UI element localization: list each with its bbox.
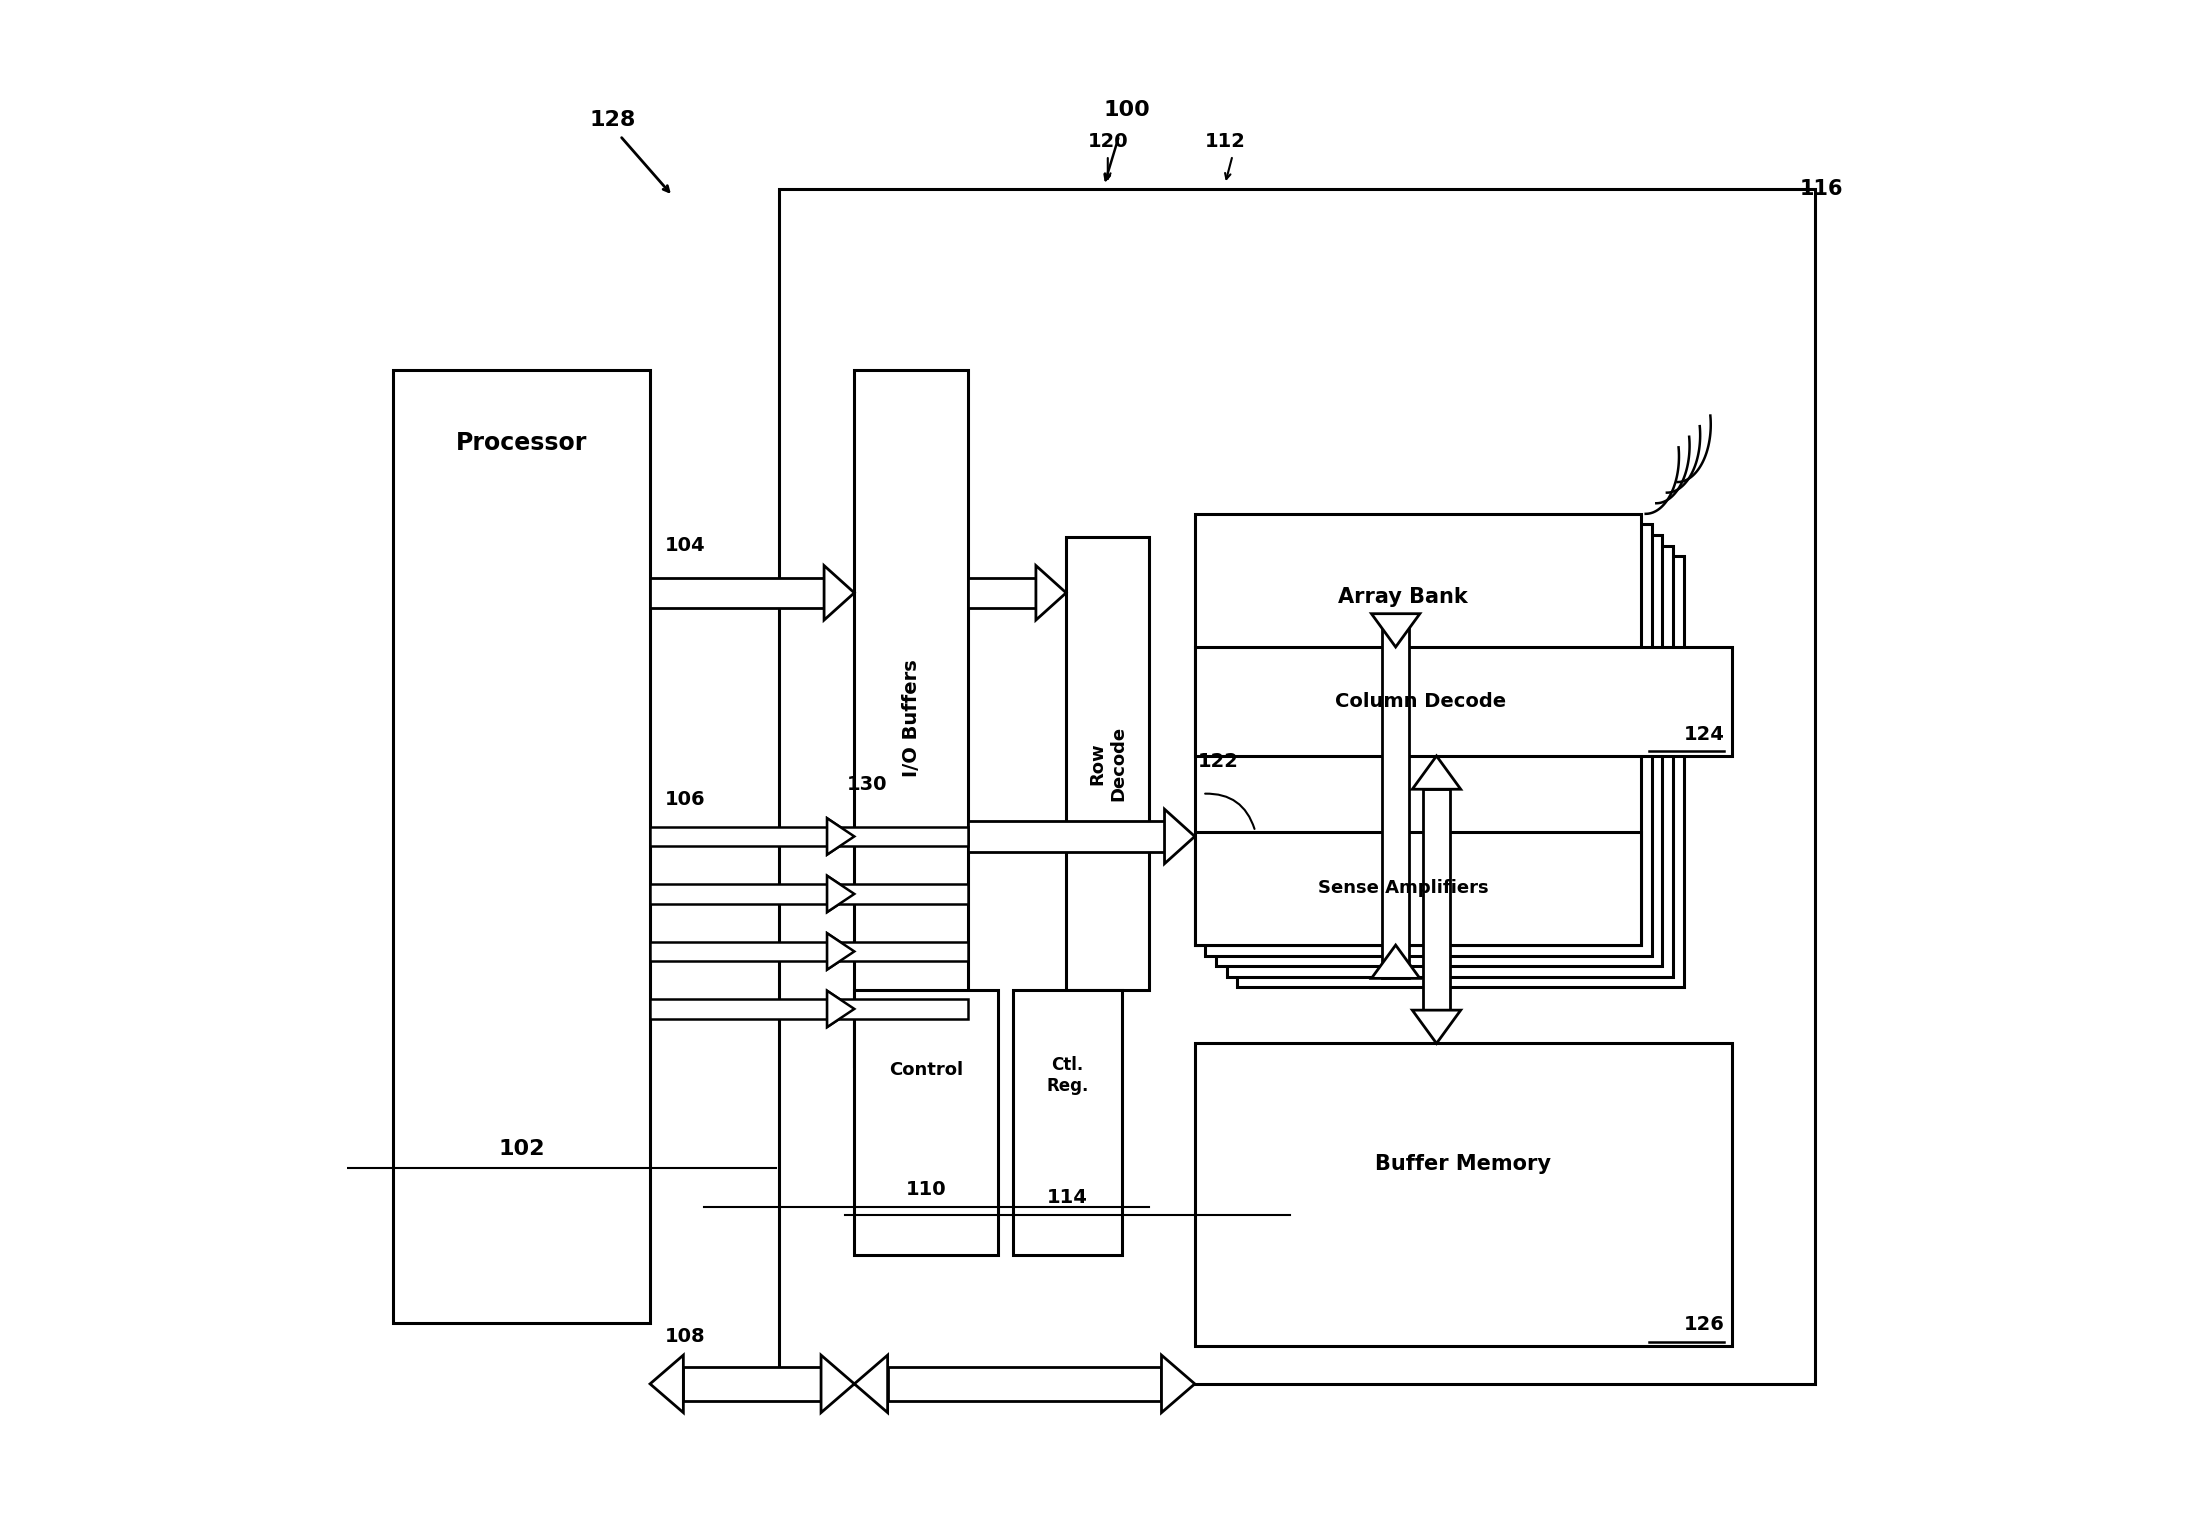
Text: 122: 122 xyxy=(1197,753,1239,771)
Polygon shape xyxy=(828,933,854,970)
Polygon shape xyxy=(828,991,854,1028)
Polygon shape xyxy=(1413,756,1462,789)
Text: Sense Amplifiers: Sense Amplifiers xyxy=(1318,880,1488,898)
Polygon shape xyxy=(1371,945,1420,979)
Text: Control: Control xyxy=(890,1061,963,1080)
Bar xyxy=(393,370,649,1324)
Bar xyxy=(1195,515,1641,945)
Bar xyxy=(649,826,828,846)
Polygon shape xyxy=(1036,565,1066,620)
Bar xyxy=(828,999,967,1019)
Bar xyxy=(649,999,828,1019)
Polygon shape xyxy=(828,933,854,970)
Text: 102: 102 xyxy=(499,1139,545,1159)
Polygon shape xyxy=(854,1354,888,1412)
Bar xyxy=(1236,556,1682,988)
Polygon shape xyxy=(828,876,854,912)
Polygon shape xyxy=(649,1354,682,1412)
Text: Column Decode: Column Decode xyxy=(1336,692,1506,712)
Polygon shape xyxy=(821,1354,854,1412)
Text: Array Bank: Array Bank xyxy=(1338,586,1468,608)
Bar xyxy=(1195,647,1731,756)
Text: 106: 106 xyxy=(665,789,707,809)
Bar xyxy=(779,188,1815,1383)
Text: 114: 114 xyxy=(1047,1188,1089,1206)
Text: 104: 104 xyxy=(665,536,707,554)
Polygon shape xyxy=(828,991,854,1028)
Text: 120: 120 xyxy=(1089,131,1128,151)
Polygon shape xyxy=(828,876,854,912)
Bar xyxy=(649,577,824,608)
Bar xyxy=(1195,1043,1731,1345)
Polygon shape xyxy=(824,565,854,620)
Text: 130: 130 xyxy=(848,776,888,794)
Text: Processor: Processor xyxy=(455,431,587,455)
Polygon shape xyxy=(1161,1354,1195,1412)
Text: 128: 128 xyxy=(590,110,636,130)
Bar xyxy=(1228,545,1674,977)
Text: 126: 126 xyxy=(1682,1315,1724,1335)
Bar xyxy=(828,942,967,962)
Text: 116: 116 xyxy=(1800,179,1844,199)
Polygon shape xyxy=(1413,1011,1462,1043)
Text: 112: 112 xyxy=(1206,131,1245,151)
Text: 100: 100 xyxy=(1104,101,1150,121)
Bar xyxy=(1217,534,1663,967)
Bar xyxy=(854,991,998,1255)
Polygon shape xyxy=(1164,809,1195,864)
Bar xyxy=(828,826,967,846)
Polygon shape xyxy=(1371,614,1420,647)
Bar xyxy=(1066,536,1150,991)
Bar xyxy=(1382,614,1409,979)
Text: Buffer Memory: Buffer Memory xyxy=(1376,1154,1552,1174)
Bar xyxy=(1206,524,1652,956)
Bar xyxy=(1195,832,1641,945)
Text: 110: 110 xyxy=(905,1179,947,1199)
Bar xyxy=(1422,789,1451,1011)
Bar xyxy=(888,1367,1161,1400)
Text: 108: 108 xyxy=(665,1327,707,1345)
Bar xyxy=(828,884,967,904)
Polygon shape xyxy=(828,818,854,855)
Bar xyxy=(649,942,828,962)
Text: Row
Decode: Row Decode xyxy=(1089,725,1126,802)
Bar xyxy=(682,1367,821,1400)
Text: 124: 124 xyxy=(1682,725,1724,744)
Bar xyxy=(967,577,1036,608)
Bar xyxy=(854,370,967,1066)
Bar xyxy=(1013,991,1122,1255)
Text: I/O Buffers: I/O Buffers xyxy=(901,660,921,777)
Bar xyxy=(649,884,828,904)
Polygon shape xyxy=(828,818,854,855)
Bar xyxy=(967,822,1164,852)
Text: Ctl.
Reg.: Ctl. Reg. xyxy=(1047,1055,1089,1095)
